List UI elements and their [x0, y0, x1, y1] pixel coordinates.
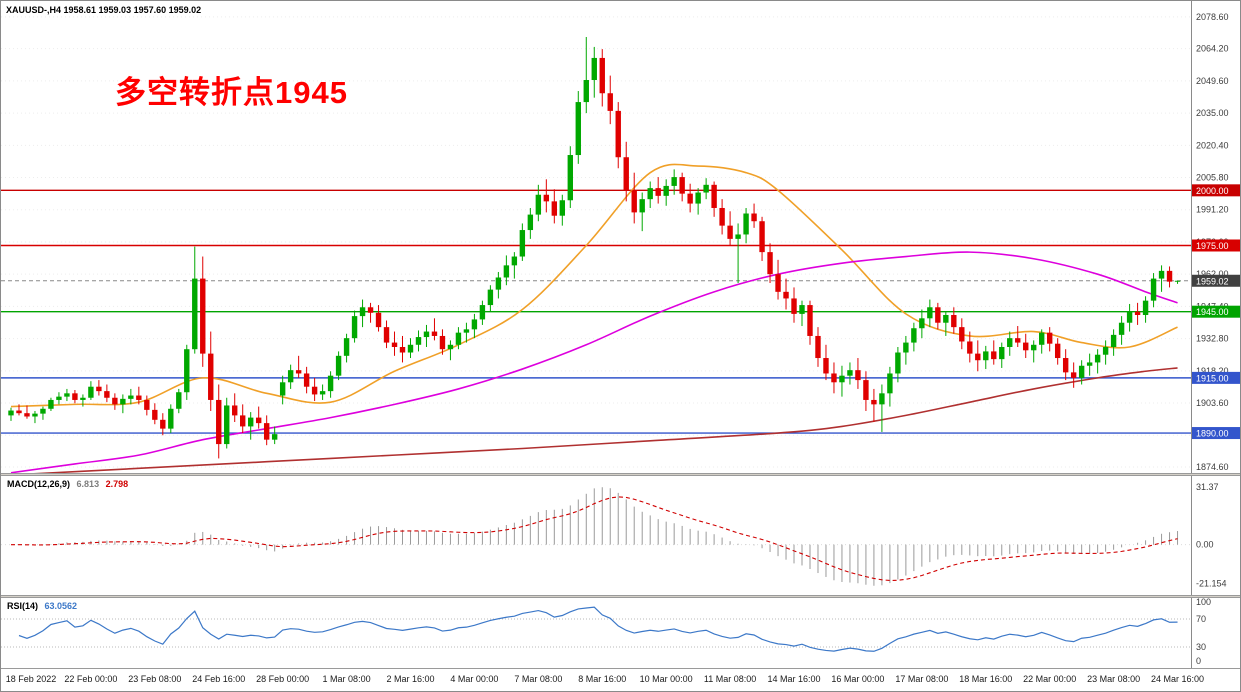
svg-text:1945.00: 1945.00	[1196, 307, 1229, 317]
rsi-chart[interactable]: 100 70 30 0	[1, 598, 1240, 668]
time-label: 16 Mar 00:00	[831, 674, 885, 684]
time-label: 7 Mar 08:00	[514, 674, 563, 684]
price-chart-panel[interactable]: 2078.60 2064.20 2049.60 2035.00 2020.40 2005.…	[1, 1, 1240, 473]
rsi-panel[interactable]: 100 70 30 0 RSI(14) 63.0562	[1, 598, 1240, 668]
svg-text:2000.00: 2000.00	[1196, 186, 1229, 196]
time-label: 22 Feb 00:00	[64, 674, 118, 684]
rsi-axis-labels: 100 70 30 0	[1196, 598, 1211, 666]
svg-text:31.37: 31.37	[1196, 482, 1219, 492]
svg-text:2005.80: 2005.80	[1196, 173, 1229, 183]
time-label: 8 Mar 16:00	[578, 674, 627, 684]
macd-histogram	[18, 487, 1179, 586]
panel-divider[interactable]	[1, 595, 1240, 598]
macd-label: MACD(12,26,9) 6.813 2.798	[7, 479, 128, 489]
candlestick-chart[interactable]: 2078.60 2064.20 2049.60 2035.00 2020.40 2005.…	[1, 1, 1240, 473]
svg-text:70: 70	[1196, 614, 1206, 624]
time-label: 22 Mar 00:00	[1023, 674, 1077, 684]
macd-name: MACD(12,26,9)	[7, 479, 71, 489]
rsi-name: RSI(14)	[7, 601, 39, 611]
macd-panel[interactable]: 31.37 0.00 -21.154 MACD(12,26,9) 6.813 2.7…	[1, 476, 1240, 595]
svg-text:1915.00: 1915.00	[1196, 373, 1229, 383]
time-label: 18 Mar 16:00	[959, 674, 1013, 684]
time-label: 10 Mar 00:00	[639, 674, 693, 684]
panel-divider[interactable]	[1, 473, 1240, 476]
time-label: 23 Mar 08:00	[1087, 674, 1141, 684]
svg-text:2020.40: 2020.40	[1196, 140, 1229, 150]
macd-axis-labels: 31.37 0.00 -21.154	[1196, 482, 1227, 588]
svg-text:2078.60: 2078.60	[1196, 12, 1229, 22]
time-label: 28 Feb 00:00	[256, 674, 310, 684]
svg-text:100: 100	[1196, 598, 1211, 607]
rsi-line	[18, 606, 1178, 652]
ma-fast-line	[10, 163, 1178, 408]
svg-text:2035.00: 2035.00	[1196, 108, 1229, 118]
time-label: 24 Mar 16:00	[1151, 674, 1205, 684]
svg-text:2049.60: 2049.60	[1196, 76, 1229, 86]
svg-text:0.00: 0.00	[1196, 540, 1214, 550]
macd-value-signal: 2.798	[105, 479, 129, 489]
candles[interactable]	[8, 36, 1181, 459]
svg-text:0: 0	[1196, 656, 1201, 666]
svg-text:-21.154: -21.154	[1196, 578, 1227, 588]
macd-signal-line	[10, 496, 1178, 582]
svg-text:30: 30	[1196, 642, 1206, 652]
time-label: 24 Feb 16:00	[192, 674, 246, 684]
time-label: 23 Feb 08:00	[128, 674, 182, 684]
svg-text:1918.20: 1918.20	[1196, 366, 1229, 376]
svg-text:1991.20: 1991.20	[1196, 205, 1229, 215]
annotation-text[interactable]: 多空转折点1945	[115, 75, 348, 110]
chart-title-ohlc: XAUUSD-,H4 1958.61 1959.03 1957.60 1959.…	[6, 5, 202, 15]
svg-text:1874.60: 1874.60	[1196, 462, 1229, 472]
svg-text:1890.00: 1890.00	[1196, 429, 1229, 439]
time-label: 11 Mar 08:00	[703, 674, 757, 684]
time-label: 4 Mar 00:00	[450, 674, 499, 684]
rsi-value: 63.0562	[44, 601, 78, 611]
time-label: 18 Feb 2022	[5, 674, 57, 684]
time-label: 1 Mar 08:00	[322, 674, 371, 684]
svg-text:1932.80: 1932.80	[1196, 334, 1229, 344]
macd-chart[interactable]: 31.37 0.00 -21.154	[1, 476, 1240, 595]
ma-slow-line	[33, 367, 1178, 473]
time-label: 17 Mar 08:00	[895, 674, 949, 684]
time-label: 2 Mar 16:00	[386, 674, 435, 684]
svg-text:2064.20: 2064.20	[1196, 44, 1229, 54]
ma-medium-line	[10, 251, 1178, 473]
svg-text:1959.02: 1959.02	[1196, 276, 1229, 286]
time-label: 14 Mar 16:00	[767, 674, 821, 684]
price-badges: 2000.00 1975.00 1945.00 1915.00 1890.00 1959.…	[1192, 184, 1240, 440]
rsi-label: RSI(14) 63.0562	[7, 601, 77, 611]
time-axis[interactable]: 18 Feb 2022 22 Feb 00:00 23 Feb 08:00 24 Fe…	[1, 668, 1240, 691]
svg-text:1975.00: 1975.00	[1196, 241, 1229, 251]
svg-text:1962.00: 1962.00	[1196, 269, 1229, 279]
svg-text:1903.60: 1903.60	[1196, 398, 1229, 408]
macd-value-main: 6.813	[76, 479, 100, 489]
